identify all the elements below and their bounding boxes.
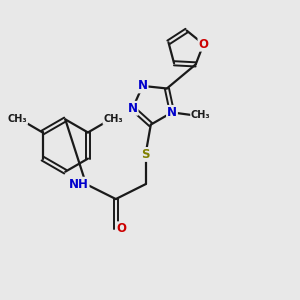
Text: O: O <box>116 222 126 235</box>
Text: N: N <box>167 106 177 119</box>
Text: S: S <box>141 148 150 161</box>
Text: NH: NH <box>69 178 88 191</box>
Text: O: O <box>199 38 208 51</box>
Text: N: N <box>138 80 148 92</box>
Text: CH₃: CH₃ <box>191 110 211 120</box>
Text: CH₃: CH₃ <box>8 114 27 124</box>
Text: N: N <box>128 102 138 115</box>
Text: CH₃: CH₃ <box>103 114 123 124</box>
